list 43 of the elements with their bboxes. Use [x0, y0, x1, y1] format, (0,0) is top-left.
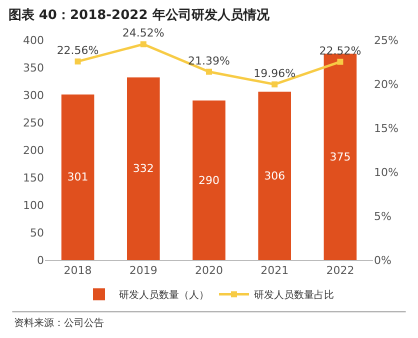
- data-label: 290: [198, 174, 220, 187]
- point: [337, 58, 344, 65]
- y2-tick-label: 15%: [374, 122, 398, 135]
- data-label: 21.39%: [188, 54, 230, 68]
- chart-title: 图表 40：2018-2022 年公司研发人员情况: [8, 8, 270, 24]
- y2-tick-label: 10%: [374, 166, 398, 179]
- y-tick-label: 250: [23, 116, 44, 130]
- y-tick-label: 400: [23, 34, 44, 47]
- x-tick-label: 2022: [326, 264, 354, 278]
- y2-tick-label: 0%: [374, 254, 392, 267]
- legend-label: 研发人员数量（人）: [119, 290, 209, 302]
- y-tick-label: 50: [30, 226, 44, 240]
- text: 资料来源：公司公告: [14, 317, 104, 329]
- point: [206, 68, 212, 75]
- y2-tick-label: 20%: [374, 78, 398, 91]
- y-tick-label: 100: [23, 198, 44, 212]
- x-tick-label: 2019: [129, 264, 158, 278]
- bar: [192, 100, 226, 260]
- bar: [324, 54, 357, 260]
- y-tick-label: 200: [23, 144, 44, 157]
- y-tick-label: 300: [23, 88, 44, 102]
- y2-tick-label: 25%: [374, 34, 398, 47]
- bar: [61, 94, 94, 260]
- point: [74, 58, 81, 64]
- x-tick-label: 2020: [195, 264, 223, 278]
- point: [140, 41, 146, 48]
- data-label: 375: [330, 150, 351, 164]
- y-tick-label: 350: [23, 61, 44, 74]
- y2-tick-label: 5%: [374, 210, 392, 223]
- y-tick-label: 150: [23, 171, 44, 184]
- data-label: 332: [132, 162, 154, 176]
- data-label: 301: [67, 170, 88, 184]
- data-label: 22.56%: [56, 44, 99, 57]
- data-label: 24.52%: [122, 26, 164, 40]
- bar: [127, 77, 160, 260]
- y-tick-label: 0: [37, 254, 44, 267]
- legend-label: 研发人员数量占比: [254, 289, 334, 302]
- x-tick-label: 2021: [260, 264, 289, 278]
- bar: [258, 92, 291, 260]
- x-tick-label: 2018: [64, 264, 92, 278]
- data-label: 306: [264, 169, 286, 182]
- point: [272, 81, 278, 88]
- data-label: 19.96%: [254, 66, 296, 80]
